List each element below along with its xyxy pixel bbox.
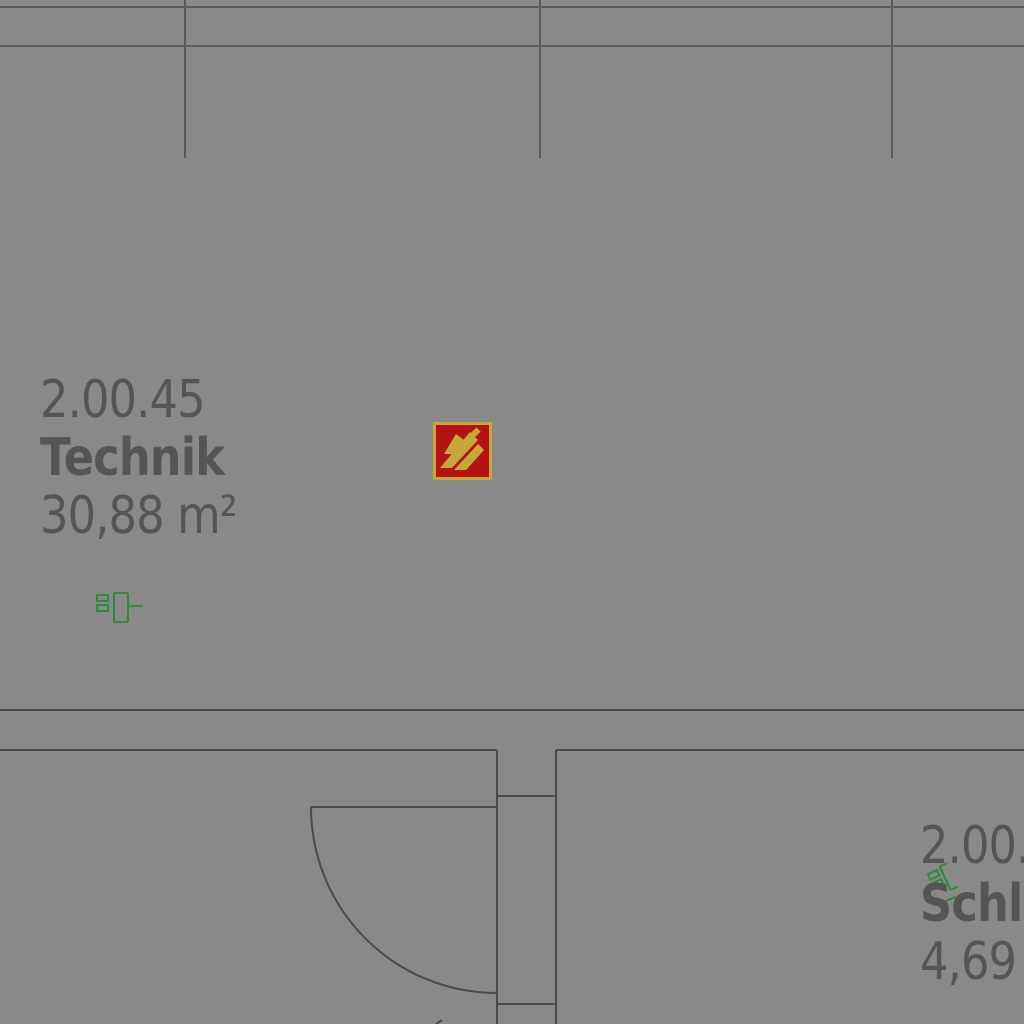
room-name: Technik [40, 428, 225, 488]
fire-extinguisher-sign-icon [433, 422, 492, 480]
door-arc [310, 806, 498, 994]
room-name: Schle [920, 874, 1024, 934]
corridor-walls [0, 709, 1024, 1024]
data-outlet-icon [926, 862, 959, 905]
door-swing [310, 806, 498, 1024]
electrical-outlet-icon [96, 592, 143, 623]
door-mark [435, 1019, 443, 1024]
room-label-partial: 2.00. Schle 4,69 [920, 820, 1024, 994]
top-wall-grid [0, 0, 1024, 158]
room-area: 30,88 m² [40, 486, 238, 546]
room-number: 2.00.45 [40, 370, 206, 430]
room-label-technik: 2.00.45 Technik 30,88 m² [40, 370, 238, 548]
room-area: 4,69 [920, 932, 1017, 992]
room-number: 2.00. [920, 816, 1024, 876]
